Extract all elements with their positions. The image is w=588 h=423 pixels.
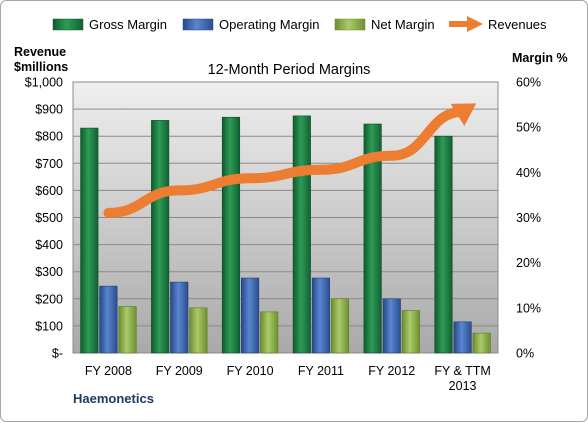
legend-swatch-gross-margin (53, 19, 83, 30)
left-tick-label: $500 (35, 211, 63, 225)
left-tick-label: $800 (35, 130, 63, 144)
right-tick-label: 0% (516, 347, 534, 361)
bar-gross-margin (81, 128, 99, 353)
bar-net-margin (260, 312, 278, 353)
bar-net-margin (473, 333, 491, 353)
category-label: FY 2010 (227, 364, 274, 378)
company-label: Haemonetics (73, 391, 154, 406)
left-tick-label: $400 (35, 238, 63, 252)
left-axis-title-line2: $millions (14, 60, 68, 74)
legend-swatch-revenues-arrow (467, 16, 483, 32)
bar-gross-margin (293, 116, 311, 353)
bar-gross-margin (151, 120, 169, 353)
bar-operating-margin (241, 278, 258, 353)
left-tick-label: $300 (35, 265, 63, 279)
bar-operating-margin (383, 299, 401, 353)
bar-net-margin (190, 308, 208, 353)
bar-gross-margin (435, 136, 453, 353)
bar-operating-margin (100, 286, 118, 353)
left-tick-label: $700 (35, 157, 63, 171)
bar-net-margin (331, 299, 349, 353)
right-axis-title: Margin % (512, 51, 568, 65)
left-tick-label: $- (52, 347, 63, 361)
legend-label-net-margin: Net Margin (371, 17, 435, 32)
legend-label-operating-margin: Operating Margin (219, 17, 319, 32)
bar-operating-margin (312, 278, 330, 353)
legend: Gross Margin Operating Margin Net Margin… (53, 16, 547, 32)
bar-net-margin (402, 311, 420, 353)
right-tick-labels: 0% 10% 20% 30% 40% 50% 60% (516, 76, 541, 361)
left-tick-label: $600 (35, 184, 63, 198)
category-labels: FY 2008 FY 2009 FY 2010 FY 2011 FY 2012 FY & … (85, 364, 491, 393)
right-tick-label: 10% (516, 301, 541, 315)
legend-label-revenues: Revenues (488, 17, 547, 32)
category-label: FY 2009 (156, 364, 203, 378)
right-tick-label: 40% (516, 166, 541, 180)
bar-operating-margin (454, 322, 472, 353)
left-tick-labels: $- $100 $200 $300 $400 $500 $600 $700 $800 $900 $1… (25, 76, 63, 361)
left-tick-label: $1,000 (25, 76, 63, 90)
chart-title: 12-Month Period Margins (208, 62, 371, 78)
bar-operating-margin (171, 282, 189, 353)
right-tick-label: 30% (516, 211, 541, 225)
right-tick-label: 50% (516, 121, 541, 135)
left-tick-label: $900 (35, 103, 63, 117)
legend-label-gross-margin: Gross Margin (89, 17, 167, 32)
left-axis-title-line1: Revenue (14, 45, 66, 59)
category-label: FY 2011 (298, 364, 344, 378)
bar-net-margin (119, 306, 136, 353)
category-label: FY 2008 (85, 364, 132, 378)
legend-swatch-net-margin (335, 19, 365, 30)
legend-swatch-operating-margin (183, 19, 213, 30)
left-tick-label: $100 (35, 319, 63, 333)
right-tick-label: 20% (516, 256, 541, 270)
left-tick-label: $200 (35, 292, 63, 306)
right-tick-label: 60% (516, 76, 541, 90)
bar-gross-margin (222, 117, 240, 353)
category-label: FY 2012 (368, 364, 415, 378)
